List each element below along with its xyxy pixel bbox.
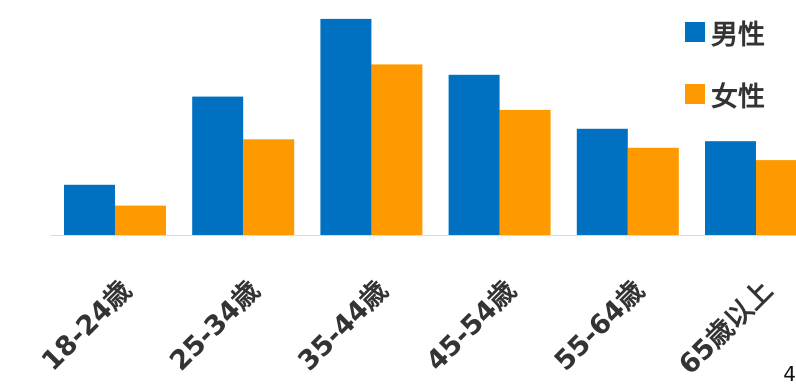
- bar-female-0: [115, 205, 166, 235]
- bar-male-2: [320, 18, 372, 236]
- bar-female-3: [499, 109, 551, 235]
- bar-female-5: [756, 160, 796, 235]
- category-label-3: 45-54歳: [420, 275, 522, 377]
- bar-male-3: [448, 74, 500, 235]
- bar-male-4: [576, 128, 628, 235]
- category-label-5: 65歳以上: [673, 275, 779, 381]
- legend-item-male: 男性: [685, 12, 765, 52]
- legend-label-male: 男性: [711, 19, 765, 51]
- bar-male-0: [64, 184, 115, 235]
- legend-swatch-male: [685, 22, 705, 42]
- bar-female-2: [371, 64, 423, 236]
- bar-female-4: [627, 147, 679, 235]
- bar-male-1: [192, 96, 244, 235]
- category-label-0: 18-24歳: [36, 275, 138, 377]
- category-label-1: 25-34歳: [164, 275, 266, 377]
- bar-female-1: [243, 139, 295, 235]
- category-label-4: 55-64歳: [549, 275, 651, 377]
- legend: 男性 女性: [685, 12, 765, 136]
- legend-label-female: 女性: [711, 81, 765, 113]
- legend-item-female: 女性: [685, 74, 765, 114]
- bar-male-5: [705, 141, 756, 235]
- category-label-2: 35-44歳: [292, 275, 394, 377]
- legend-swatch-female: [685, 84, 705, 104]
- page-number: 4: [783, 362, 796, 386]
